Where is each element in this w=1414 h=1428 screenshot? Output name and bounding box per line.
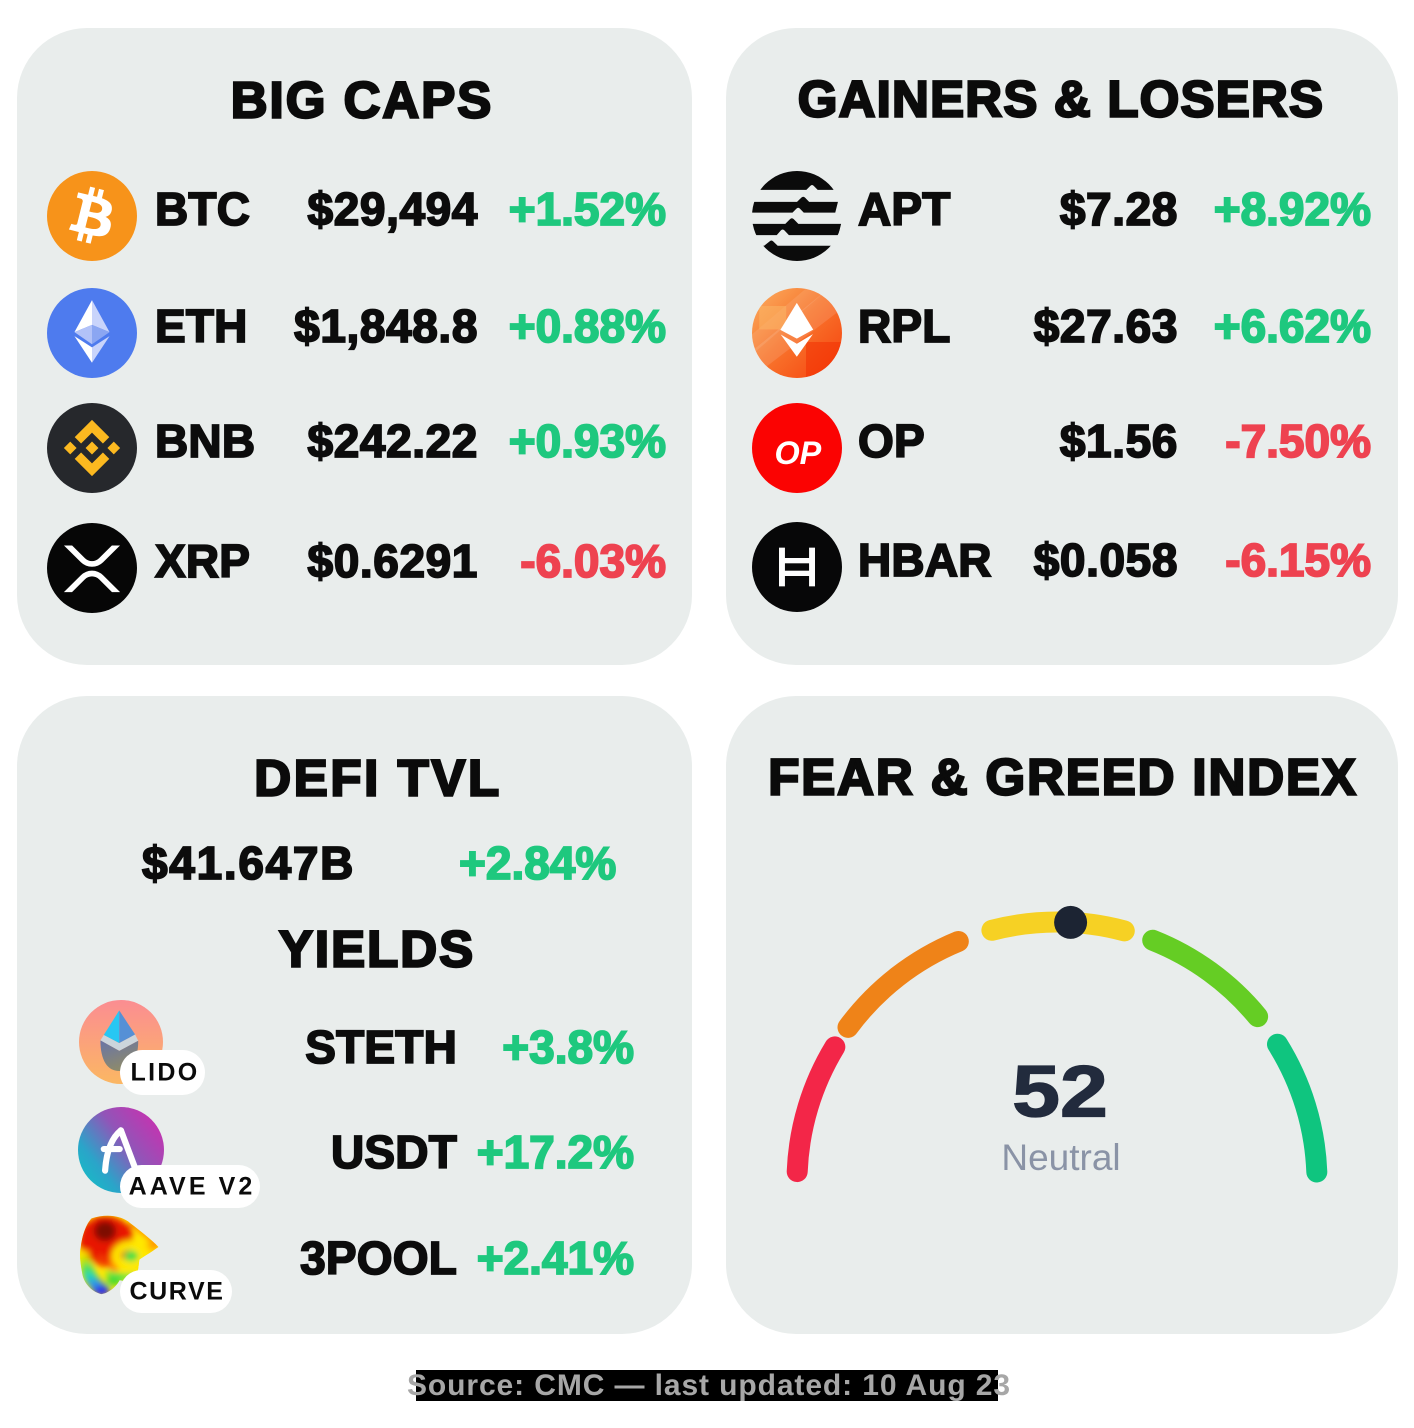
svg-text:OP: OP: [775, 435, 822, 471]
